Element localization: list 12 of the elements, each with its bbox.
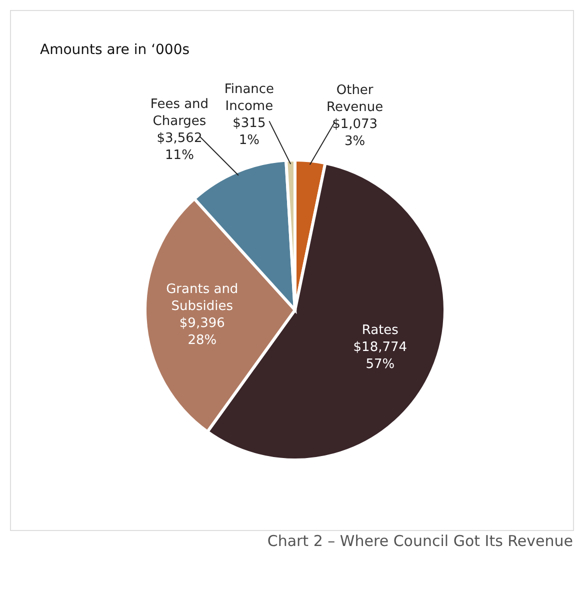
data-label: $315 1% xyxy=(232,116,266,148)
slice-label: Rates xyxy=(362,322,399,338)
slice-label: Fees and Charges xyxy=(150,97,209,130)
data-label: $1,073 3% xyxy=(332,117,378,150)
slice-label: Finance Income xyxy=(224,82,274,114)
data-label: $3,562 11% xyxy=(156,131,202,164)
chart-subtitle: Amounts are in ‘000s xyxy=(40,42,190,58)
slice-label: Grants and Subsidies xyxy=(166,282,238,314)
data-label: $18,774 57% xyxy=(353,340,408,372)
text: Chart 2 – Where Council Got Its Revenue xyxy=(267,532,573,550)
slice-label: Other Revenue xyxy=(326,83,384,116)
data-label: $9,396 28% xyxy=(179,316,225,348)
